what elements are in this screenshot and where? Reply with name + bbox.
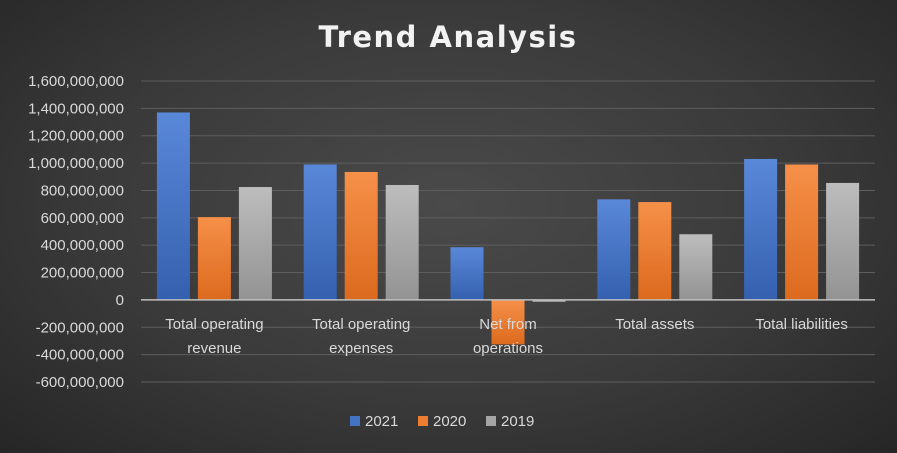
category-label: Net from operations — [473, 316, 543, 357]
y-tick-label: -600,000,000 — [36, 374, 124, 391]
y-tick-label: 200,000,000 — [41, 265, 124, 282]
legend-swatch-2020 — [418, 416, 428, 426]
category-label: Total assets — [615, 316, 694, 333]
bar-2021 — [597, 199, 631, 300]
y-tick-label: 400,000,000 — [41, 237, 124, 254]
legend-swatch-2021 — [350, 416, 360, 426]
legend-label-2020: 2020 — [433, 413, 466, 430]
bar-2021 — [156, 112, 190, 300]
bar-2019 — [532, 299, 566, 302]
category-label: Total liabilities — [755, 316, 848, 333]
category-label: Total operating expenses — [312, 316, 410, 357]
bar-2019 — [238, 187, 272, 300]
bar-2019 — [826, 182, 860, 300]
legend-label-2019: 2019 — [501, 413, 534, 430]
y-tick-label: 1,600,000,000 — [28, 73, 124, 90]
bar-2020 — [344, 171, 378, 300]
y-tick-label: -200,000,000 — [36, 319, 124, 336]
y-tick-label: 1,200,000,000 — [28, 128, 124, 145]
bar-2019 — [679, 234, 713, 300]
category-label: Total operating revenue — [165, 316, 263, 357]
bar-2020 — [197, 217, 231, 300]
y-tick-label: 800,000,000 — [41, 182, 124, 199]
bar-2020 — [491, 299, 525, 345]
chart-title: Trend Analysis — [318, 20, 577, 54]
bar-2019 — [385, 184, 419, 300]
y-tick-label: 1,400,000,000 — [28, 100, 124, 117]
bar-2020 — [638, 202, 672, 300]
bar-2021 — [744, 158, 778, 300]
y-tick-label: -400,000,000 — [36, 347, 124, 364]
y-tick-label: 1,000,000,000 — [28, 155, 124, 172]
y-tick-label: 600,000,000 — [41, 210, 124, 227]
bar-2021 — [303, 164, 337, 300]
legend-swatch-2019 — [486, 416, 496, 426]
y-tick-label: 0 — [116, 292, 124, 309]
bar-2020 — [785, 164, 819, 300]
legend-label-2021: 2021 — [365, 413, 398, 430]
bar-2021 — [450, 247, 484, 300]
